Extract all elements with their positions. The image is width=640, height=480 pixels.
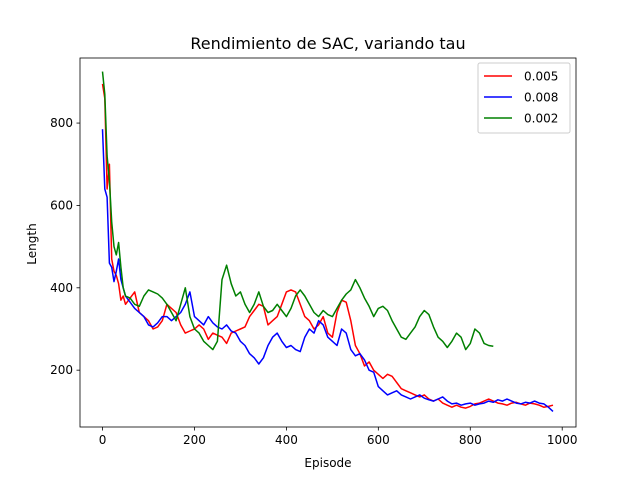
legend-label-0.008: 0.008 <box>524 91 558 105</box>
legend-label-0.002: 0.002 <box>524 112 558 126</box>
y-tick-label-800: 800 <box>50 116 73 130</box>
legend-box <box>477 62 571 134</box>
x-tick-label-400: 400 <box>275 433 298 447</box>
legend: 0.005 0.008 0.002 <box>477 62 571 134</box>
x-tick-label-600: 600 <box>367 433 390 447</box>
chart-title: Rendimiento de SAC, variando tau <box>190 34 465 53</box>
series-line-0.008 <box>101 129 554 412</box>
axes-frame <box>79 57 577 428</box>
y-tick-label-400: 400 <box>50 281 73 295</box>
series-line-0.002 <box>101 71 494 351</box>
y-axis-label: Length <box>25 223 39 264</box>
x-tick-label-1000: 1000 <box>547 433 578 447</box>
y-tick-label-200: 200 <box>50 363 73 377</box>
x-axis-label: Episode <box>304 456 351 470</box>
plot-area: 0 200 400 600 800 1000 200 400 600 800 <box>50 57 578 447</box>
x-tick-label-200: 200 <box>183 433 206 447</box>
legend-label-0.005: 0.005 <box>524 70 558 84</box>
x-tick-label-0: 0 <box>99 433 107 447</box>
x-tick-label-800: 800 <box>459 433 482 447</box>
y-tick-label-600: 600 <box>50 198 73 212</box>
